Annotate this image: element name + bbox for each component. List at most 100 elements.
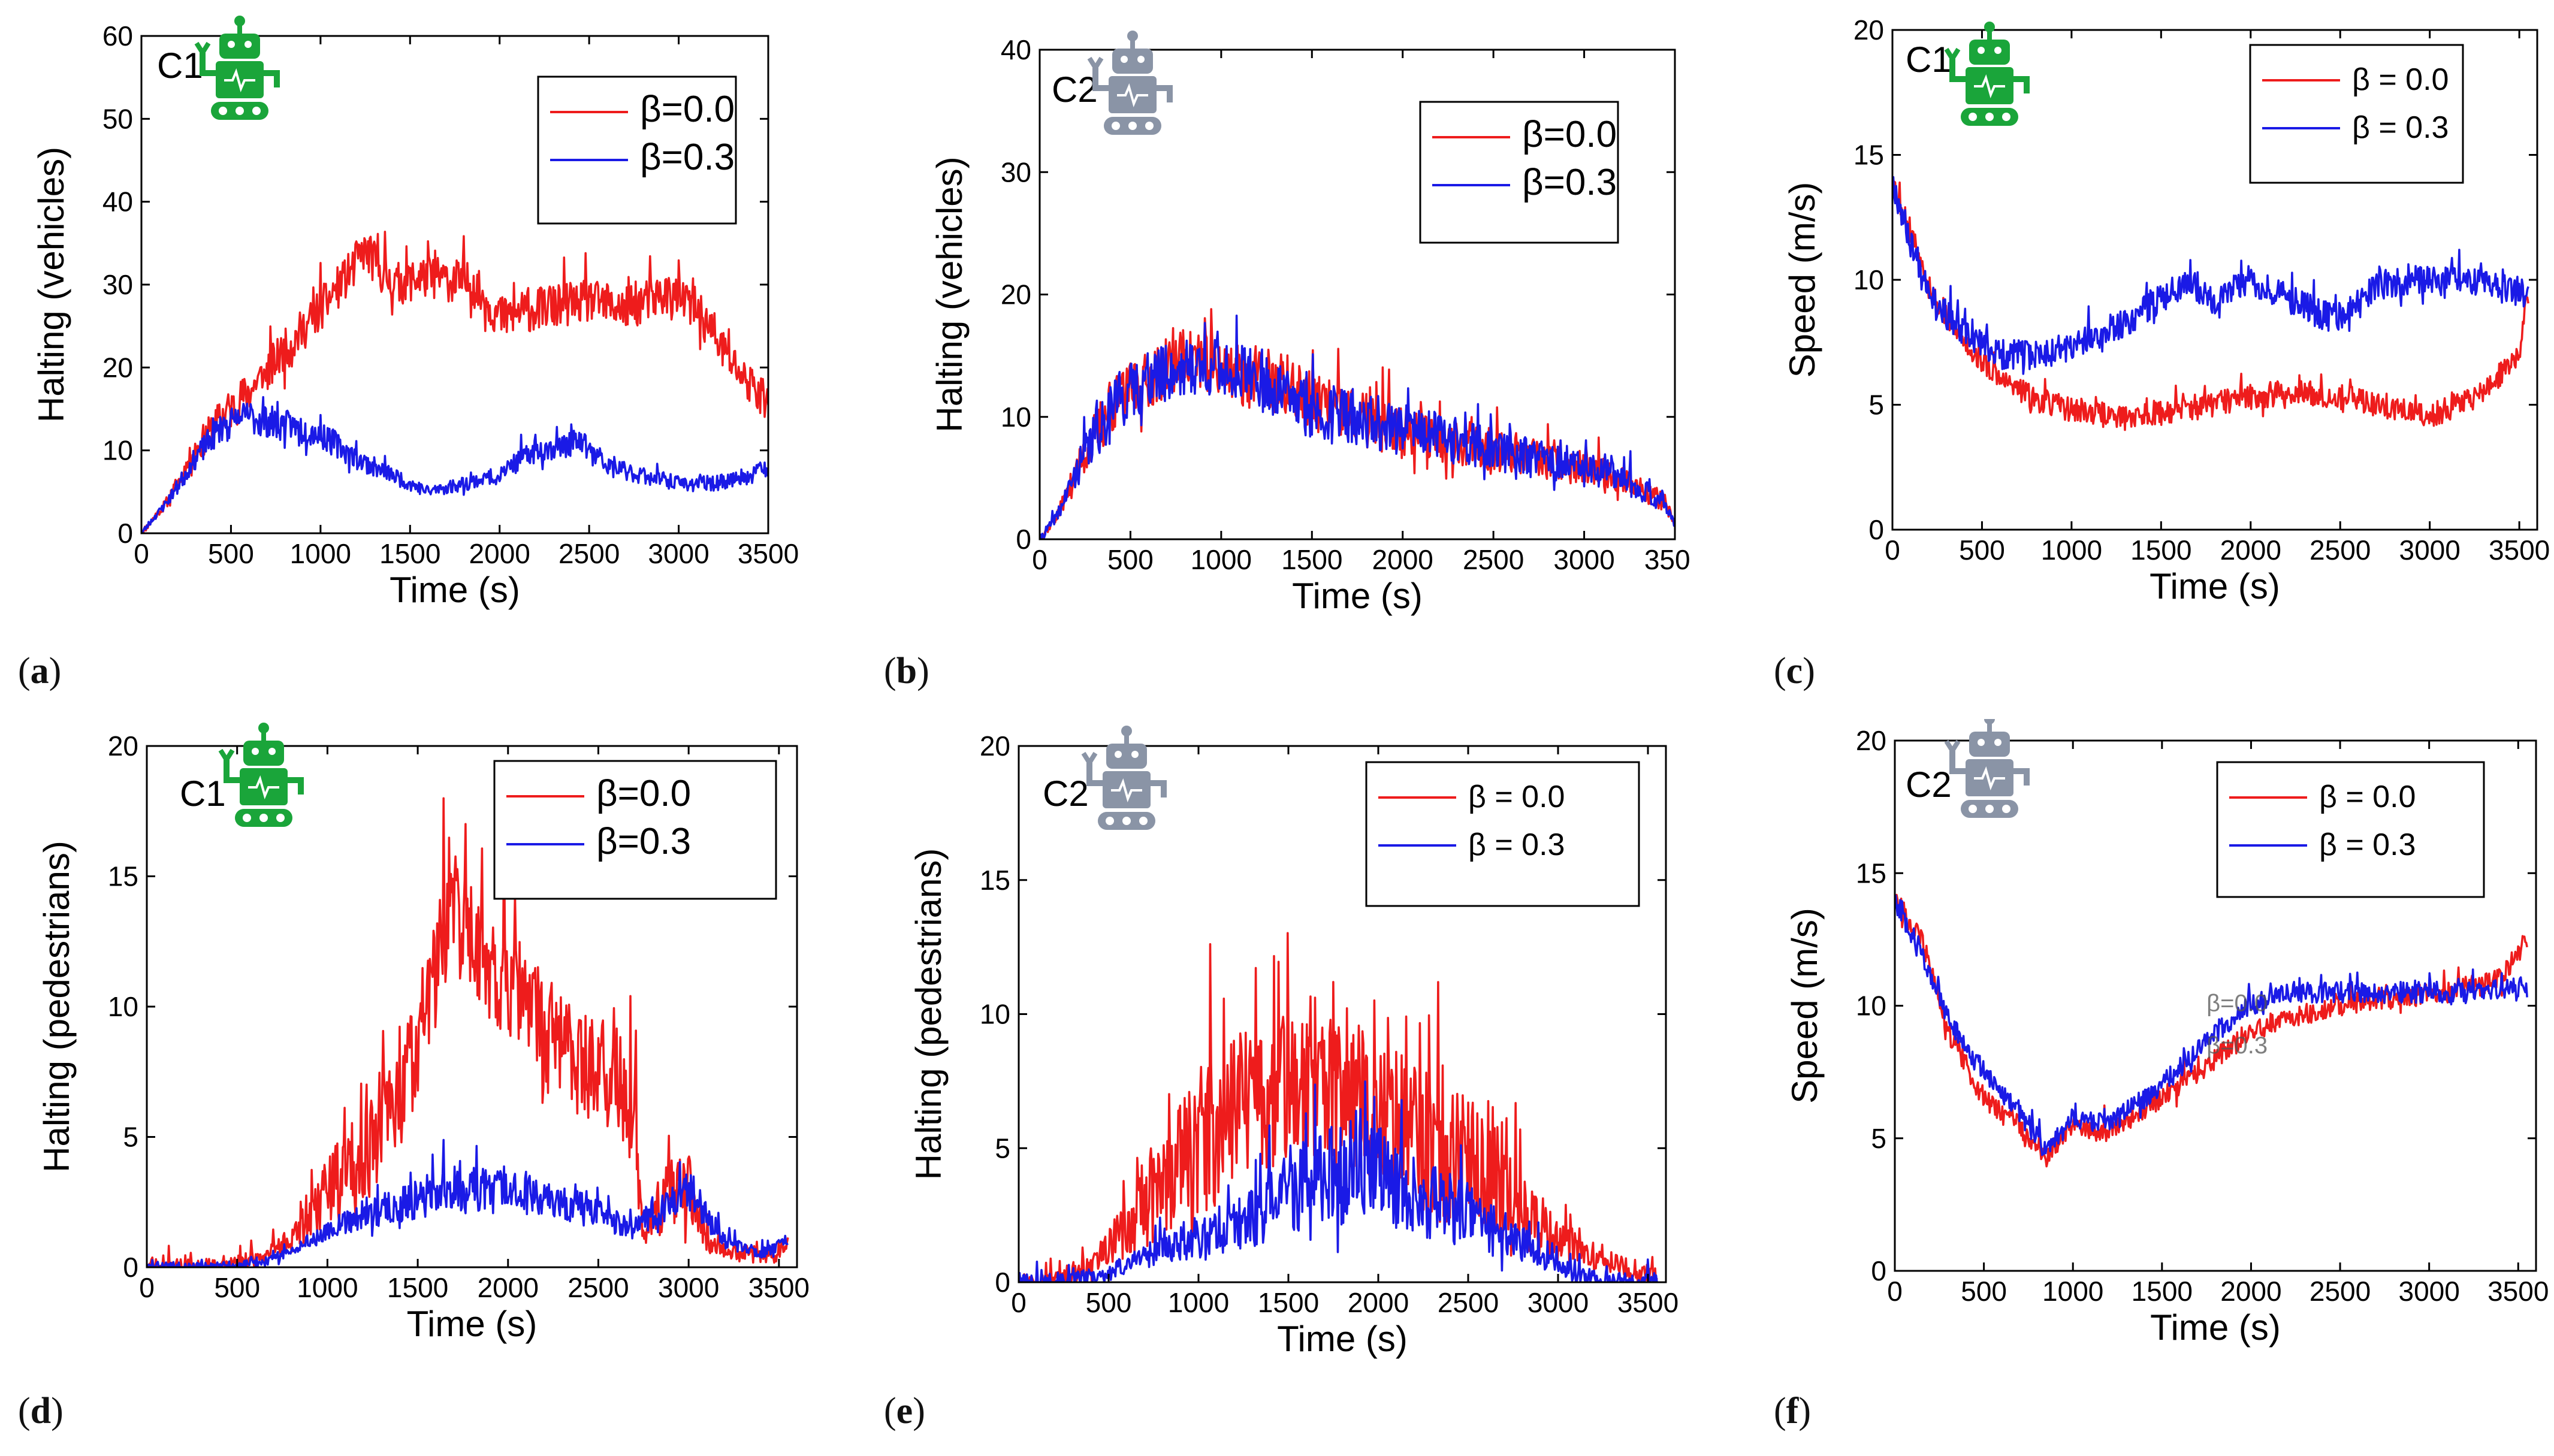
robot-icon-a	[194, 16, 280, 120]
robot-head-f	[1969, 732, 2010, 757]
legend-box-d	[493, 760, 777, 900]
robot-eye-right-c	[1994, 47, 2001, 54]
x-tick-label-f-3: 1500	[2132, 1276, 2193, 1307]
legend-label-c-0: β = 0.0	[2352, 62, 2449, 97]
robot-antenna-e	[1121, 726, 1132, 736]
robot-antenna-stem-f	[1987, 722, 1992, 733]
legend-box-c	[2249, 44, 2464, 184]
y-tick-label-d-1: 5	[123, 1122, 138, 1153]
robot-eye-right-d	[268, 748, 276, 755]
robot-wheel-e	[1139, 817, 1148, 825]
robot-wheel-a	[236, 107, 244, 115]
scenario-tag-d: C1	[180, 774, 226, 814]
y-tick-label-d-3: 15	[108, 861, 138, 892]
legend-label-d-1: β=0.3	[596, 821, 691, 862]
panel-label-a: (a)	[18, 651, 62, 691]
y-axis-label-d: Halting (pedestrians)	[37, 841, 77, 1173]
scenario-tag-a: C1	[157, 46, 203, 86]
y-tick-label-f-4: 20	[1856, 725, 1886, 756]
series-group-a	[141, 230, 768, 533]
series-line-d-1	[147, 1138, 789, 1267]
robot-icon-d	[218, 723, 304, 827]
x-tick-label-c-3: 1500	[2130, 534, 2191, 566]
x-tick-label-b-6: 3000	[1553, 544, 1614, 575]
robot-antenna-b	[1127, 31, 1138, 41]
scenario-tag-c: C1	[1906, 40, 1952, 80]
legend-label-d-0: β=0.0	[596, 773, 691, 814]
robot-body-d	[240, 768, 288, 805]
robot-icon-e	[1081, 726, 1167, 830]
x-tick-label-a-2: 1000	[290, 538, 351, 569]
y-tick-label-c-4: 20	[1853, 14, 1884, 46]
x-tick-label-a-6: 3000	[648, 538, 709, 569]
x-tick-label-f-6: 3000	[2398, 1276, 2459, 1307]
series-line-c-0	[1892, 180, 2529, 431]
x-tick-label-d-3: 1500	[387, 1272, 448, 1303]
x-tick-label-d-2: 1000	[297, 1272, 358, 1303]
y-tick-label-c-2: 10	[1853, 264, 1884, 295]
robot-antenna-stem-b	[1130, 39, 1135, 50]
x-tick-label-a-4: 2000	[469, 538, 530, 569]
panel-label-d: (d)	[18, 1391, 64, 1431]
y-tick-label-e-2: 10	[980, 999, 1010, 1030]
panel-label-b: (b)	[884, 651, 929, 691]
robot-eye-right-a	[244, 41, 252, 48]
robot-arm-left-a	[200, 53, 216, 76]
robot-eye-left-e	[1115, 751, 1122, 758]
robot-pulse-b	[1117, 83, 1148, 107]
robot-body-a	[216, 61, 264, 98]
series-group-e	[1019, 932, 1658, 1282]
robot-eye-right-e	[1131, 751, 1139, 758]
robot-head-d	[243, 741, 284, 766]
robot-eye-left-b	[1121, 56, 1128, 63]
x-tick-label-e-7: 3500	[1617, 1287, 1678, 1318]
series-line-b-1	[1040, 314, 1675, 539]
series-group-b	[1040, 308, 1675, 539]
legend-box-f	[2216, 761, 2485, 898]
y-tick-label-c-0: 0	[1868, 514, 1884, 545]
robot-antenna-stem-d	[261, 731, 266, 742]
x-tick-label-f-1: 500	[1961, 1276, 2007, 1307]
x-axis-label-c: Time (s)	[2150, 566, 2280, 606]
y-tick-label-a-5: 50	[102, 103, 133, 134]
x-tick-label-d-0: 0	[139, 1272, 155, 1303]
legend-box-b	[1419, 101, 1619, 244]
x-tick-label-c-4: 2000	[2220, 534, 2281, 566]
robot-icon-c	[1944, 22, 2030, 126]
y-axis-label-a: Halting (vehicles)	[31, 147, 71, 422]
y-tick-label-f-2: 10	[1856, 990, 1886, 1022]
legend-label-f-1: β = 0.3	[2319, 827, 2416, 862]
robot-arm-left-e	[1086, 763, 1103, 786]
x-tick-label-a-3: 1500	[379, 538, 440, 569]
x-tick-label-a-1: 500	[208, 538, 254, 569]
robot-body-c	[1966, 67, 2013, 104]
legend-label-b-1: β=0.3	[1522, 162, 1617, 203]
robot-wheel-c	[1969, 113, 1977, 121]
x-tick-label-e-3: 1500	[1258, 1287, 1319, 1318]
robot-eye-right-f	[1994, 739, 2001, 746]
annotation-f-0: β=0.0	[2206, 990, 2268, 1016]
robot-wheel-b	[1145, 122, 1154, 130]
y-tick-label-a-6: 60	[102, 20, 133, 52]
legend-label-a-1: β=0.3	[640, 137, 735, 178]
panel-label-f: (f)	[1774, 1391, 1811, 1431]
robot-wheel-f	[1969, 805, 1977, 813]
y-tick-label-d-0: 0	[123, 1252, 138, 1283]
x-tick-label-b-4: 2000	[1372, 544, 1433, 575]
robot-claw-f	[1944, 739, 1961, 756]
robot-wheel-c	[2002, 113, 2010, 121]
robot-arm-left-f	[1949, 751, 1966, 774]
x-tick-label-d-6: 3000	[658, 1272, 719, 1303]
x-tick-label-f-5: 2500	[2310, 1276, 2371, 1307]
x-tick-label-f-0: 0	[1887, 1276, 1903, 1307]
y-tick-label-c-3: 15	[1853, 140, 1884, 171]
y-tick-label-f-0: 0	[1871, 1255, 1886, 1286]
y-tick-label-d-4: 20	[108, 730, 138, 762]
annotation-f-1: β=0.3	[2206, 1032, 2268, 1059]
robot-wheel-c	[1985, 113, 1994, 121]
robot-head-e	[1106, 744, 1147, 769]
x-tick-label-c-7: 3500	[2489, 534, 2550, 566]
series-group-f	[1895, 893, 2528, 1168]
y-axis-label-e: Halting (pedestrians)	[908, 848, 949, 1180]
y-tick-label-f-3: 15	[1856, 857, 1886, 889]
